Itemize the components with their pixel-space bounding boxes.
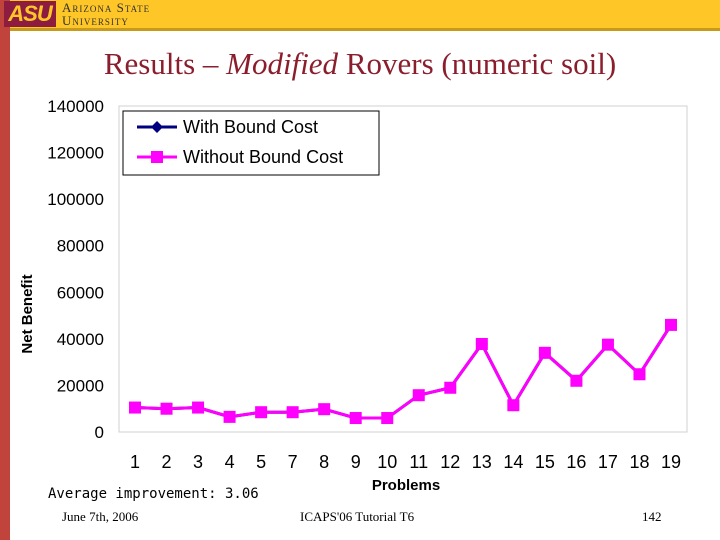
- legend-box: [122, 110, 380, 176]
- average-improvement-note: Average improvement: 3.06: [48, 486, 259, 502]
- legend-diamond-marker: [151, 121, 163, 133]
- x-tick-label: 8: [319, 452, 329, 472]
- left-accent-bar: [0, 0, 10, 540]
- y-tick-label: 80000: [57, 237, 104, 256]
- chart-legend: With Bound Cost Without Bound Cost: [122, 110, 380, 176]
- data-point-square: [318, 403, 331, 416]
- slide-title-prefix: Results –: [103, 46, 227, 81]
- slide-title: Results – Modified Rovers (numeric soil): [0, 46, 720, 82]
- footer-conference: ICAPS'06 Tutorial T6: [300, 509, 415, 524]
- x-tick-label: 10: [377, 452, 397, 472]
- slide-title-italic: Modified: [226, 46, 339, 81]
- slide-title-suffix: Rovers (numeric soil): [338, 46, 617, 81]
- data-point-square: [192, 401, 205, 414]
- data-point-square: [160, 402, 173, 415]
- y-tick-label: 60000: [57, 283, 104, 302]
- data-point-square: [349, 412, 362, 425]
- data-point-square: [665, 318, 677, 331]
- y-tick-label: 40000: [57, 330, 104, 349]
- y-tick-label: 100000: [47, 190, 104, 209]
- legend-square-marker: [151, 151, 163, 163]
- data-point-square: [538, 346, 551, 359]
- legend-label: Without Bound Cost: [183, 147, 343, 167]
- asu-logo: ASU: [4, 1, 56, 27]
- data-point-square: [223, 410, 236, 423]
- data-point-square: [129, 401, 141, 414]
- x-tick-label: 1: [130, 452, 140, 472]
- x-tick-label: 13: [472, 452, 492, 472]
- footer-date: June 7th, 2006: [62, 509, 139, 524]
- x-tick-label: 17: [598, 452, 618, 472]
- x-tick-label: 4: [225, 452, 235, 472]
- y-tick-label: 140000: [47, 97, 104, 116]
- x-tick-label: 19: [661, 452, 681, 472]
- x-tick-label: 18: [629, 452, 649, 472]
- x-tick-label: 5: [256, 452, 266, 472]
- data-point-square: [412, 389, 425, 402]
- university-name-line2: University: [62, 13, 129, 28]
- data-point-square: [507, 399, 520, 412]
- x-tick-label: 16: [566, 452, 586, 472]
- y-tick-label: 20000: [57, 376, 104, 395]
- y-tick-label: 120000: [47, 144, 104, 163]
- x-tick-label: 7: [288, 452, 298, 472]
- y-axis-label: Net Benefit: [19, 274, 36, 353]
- data-point-square: [475, 337, 488, 350]
- y-tick-label: 0: [95, 423, 104, 442]
- x-tick-label: 3: [193, 452, 203, 472]
- x-axis-label: Problems: [372, 477, 440, 494]
- university-name-line1: Arizona State: [62, 0, 151, 15]
- header-bar-shadow: [0, 28, 720, 31]
- x-tick-label: 11: [409, 452, 428, 472]
- x-tick-label: 14: [503, 452, 523, 472]
- data-point-square: [601, 338, 614, 351]
- legend-label: With Bound Cost: [183, 117, 318, 137]
- x-tick-label: 15: [535, 452, 555, 472]
- net-benefit-chart: 020000400006000080000100000120000140000 …: [19, 97, 688, 494]
- data-point-square: [570, 374, 583, 387]
- data-point-square: [444, 381, 457, 394]
- x-tick-label: 2: [162, 452, 172, 472]
- data-point-square: [255, 406, 268, 419]
- x-tick-label: 9: [351, 452, 361, 472]
- header-bar: [0, 0, 720, 30]
- data-point-square: [633, 368, 646, 381]
- x-tick-label: 12: [440, 452, 460, 472]
- data-point-square: [286, 406, 299, 419]
- footer-page-number: 142: [642, 509, 662, 524]
- data-point-square: [381, 412, 394, 425]
